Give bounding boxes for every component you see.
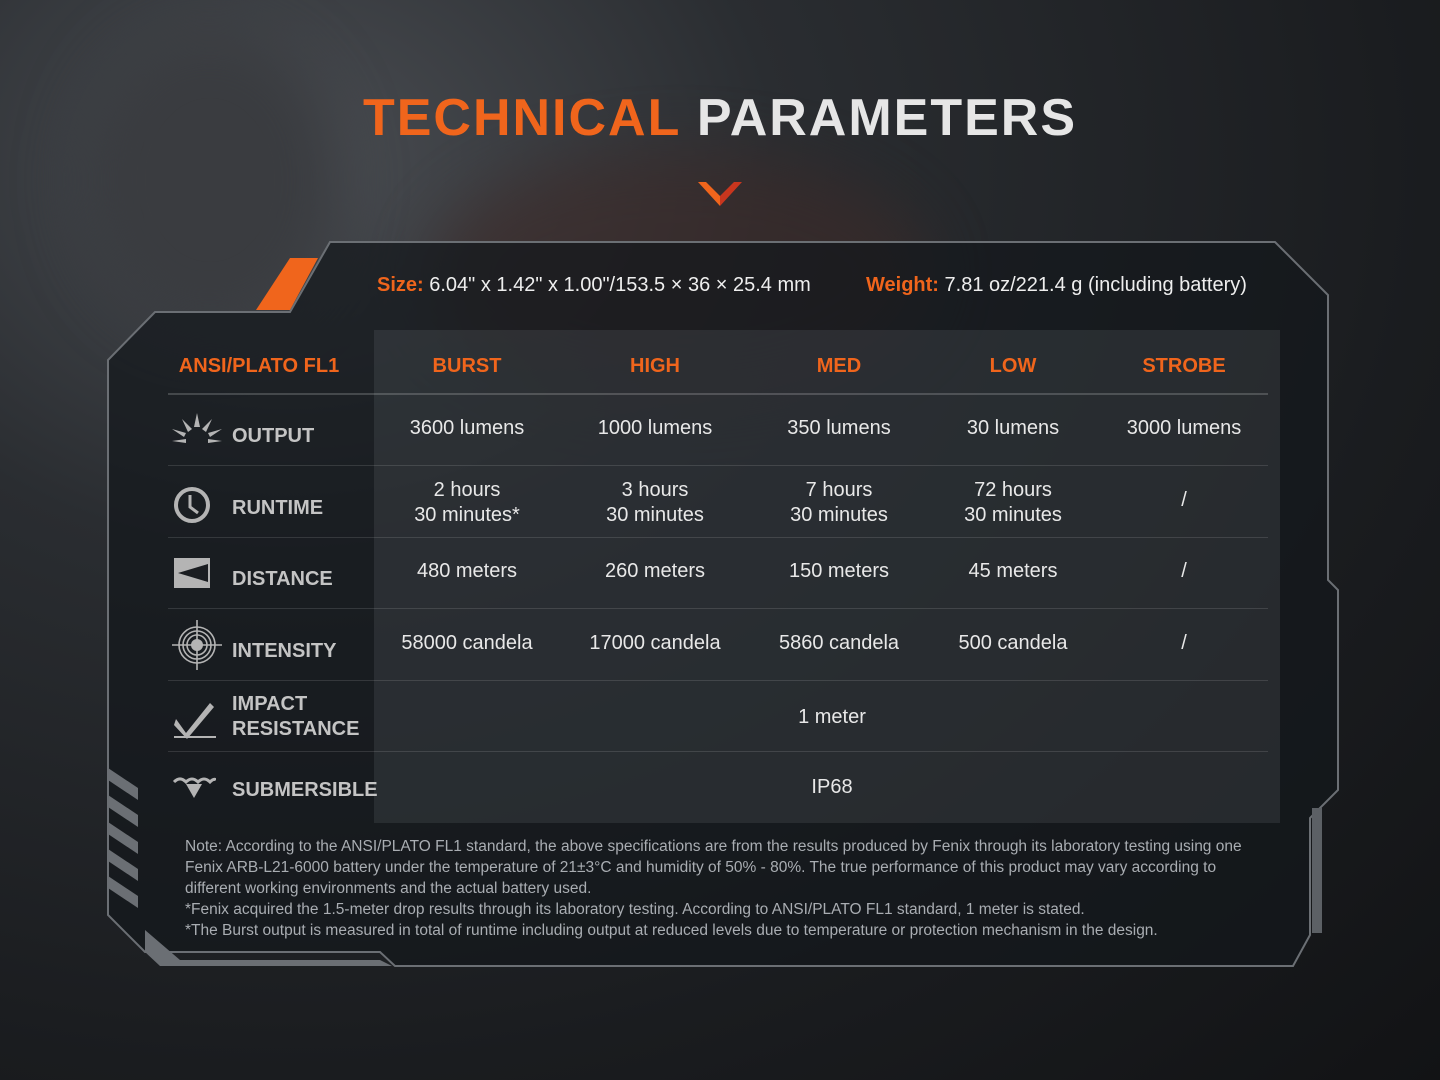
cell-value: 3 hours 30 minutes bbox=[606, 478, 704, 526]
header-standard: ANSI/PLATO FL1 bbox=[178, 355, 340, 377]
cell-value: 2 hours 30 minutes* bbox=[414, 478, 520, 526]
table-row-output: OUTPUT 3600 lumens 1000 lumens 350 lumens 30… bbox=[168, 395, 1268, 466]
cell-value: 1000 lumens bbox=[597, 417, 713, 439]
cell-value: 58000 candela bbox=[401, 631, 533, 654]
page-title: TECHNICAL PARAMETERS bbox=[362, 89, 1078, 147]
row-label: SUBMERSIBLE bbox=[232, 779, 378, 801]
impact-check-icon bbox=[174, 703, 216, 739]
note-text: *Fenix acquired the 1.5-meter drop resul… bbox=[185, 901, 1085, 918]
note-text: *The Burst output is measured in total o… bbox=[185, 922, 1158, 939]
table-header-row: ANSI/PLATO FL1 BURST HIGH MED LOW STROBE bbox=[168, 330, 1268, 395]
note-text: Note: According to the ANSI/PLATO FL1 st… bbox=[185, 838, 1242, 897]
sun-rays-icon bbox=[172, 413, 222, 448]
cell-value: / bbox=[1181, 631, 1187, 654]
table-row-distance: DISTANCE 480 meters 260 meters 150 meters 45… bbox=[168, 538, 1268, 609]
header-high: HIGH bbox=[630, 355, 680, 377]
cell-value: 3600 lumens bbox=[409, 417, 525, 439]
header-burst: BURST bbox=[432, 355, 502, 377]
cell-value: 5860 candela bbox=[778, 631, 900, 654]
cell-value: / bbox=[1181, 560, 1187, 582]
size-spec: Size: 6.04" x 1.42" x 1.00"/153.5 × 36 ×… bbox=[377, 274, 811, 296]
cell-value: 17000 candela bbox=[589, 631, 721, 654]
chevron-down-icon bbox=[698, 182, 742, 206]
cell-value: 7 hours 30 minutes bbox=[790, 478, 888, 526]
water-drop-icon bbox=[172, 777, 216, 798]
row-label: INTENSITY bbox=[232, 639, 337, 662]
cell-value: 30 lumens bbox=[966, 417, 1060, 439]
row-label: RUNTIME bbox=[232, 496, 324, 519]
cell-value: 260 meters bbox=[604, 560, 706, 582]
cell-value: 350 lumens bbox=[787, 417, 891, 439]
table-row-intensity: INTENSITY 58000 candela 17000 candela 5860 … bbox=[168, 610, 1268, 681]
table-row-submersible: SUBMERSIBLE IP68 bbox=[168, 752, 1268, 823]
cell-value: 72 hours 30 minutes bbox=[964, 478, 1062, 526]
table-row-runtime: RUNTIME 2 hours 30 minutes* 3 hours 30 min… bbox=[168, 467, 1268, 538]
impact-value: 1 meter bbox=[798, 706, 866, 728]
header-med: MED bbox=[816, 355, 862, 377]
cell-value: 150 meters bbox=[788, 560, 890, 582]
table-row-impact: IMPACT RESISTANCE 1 meter bbox=[168, 681, 1268, 752]
cell-value: 500 candela bbox=[958, 631, 1068, 654]
row-label: RESISTANCE bbox=[232, 718, 360, 740]
header-low: LOW bbox=[989, 355, 1037, 377]
footnotes: Note: According to the ANSI/PLATO FL1 st… bbox=[185, 836, 1275, 941]
distance-beam-icon bbox=[172, 556, 212, 595]
cell-value: 3000 lumens bbox=[1126, 417, 1242, 439]
submersible-value: IP68 bbox=[811, 776, 853, 798]
values-background bbox=[374, 330, 1280, 823]
cell-value: / bbox=[1181, 488, 1187, 511]
row-label: DISTANCE bbox=[232, 568, 333, 590]
cell-value: 480 meters bbox=[416, 560, 518, 582]
target-icon bbox=[172, 619, 222, 675]
weight-spec: Weight: 7.81 oz/221.4 g (including batte… bbox=[866, 274, 1247, 296]
clock-icon bbox=[172, 485, 212, 530]
row-label: OUTPUT bbox=[232, 425, 315, 447]
header-strobe: STROBE bbox=[1142, 355, 1226, 377]
row-label: IMPACT bbox=[232, 693, 308, 715]
cell-value: 45 meters bbox=[968, 560, 1058, 582]
